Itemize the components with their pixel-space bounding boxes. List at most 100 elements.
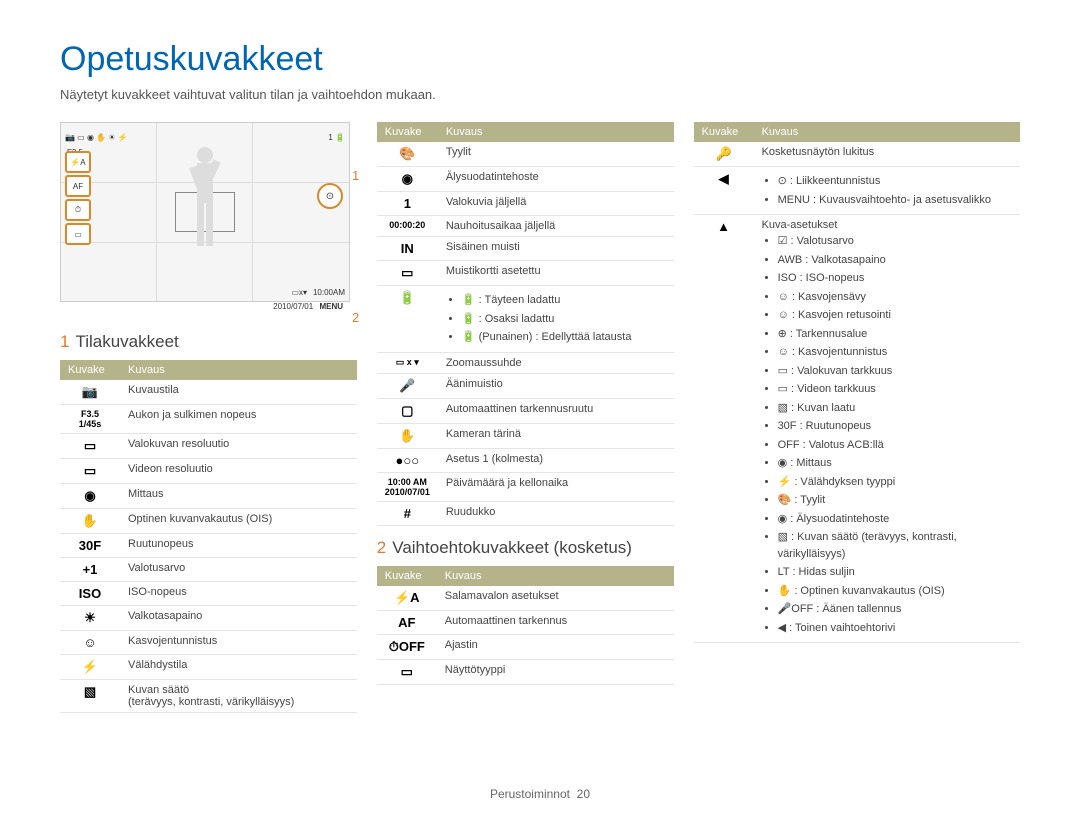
desc-cell: Tyylit [438,142,674,167]
desc-cell: Valkotasapaino [120,606,357,631]
list-item: ☑ : Valotusarvo [778,233,1012,250]
desc-cell: Mittaus [120,484,357,509]
icon-cell: 🔑 [694,142,754,167]
sublist: ☑ : Valotusarvo AWB : ValkotasapainoISO :… [762,233,1012,636]
icon-cell: # [377,501,438,525]
table-row: 🎤Äänimuistio [377,373,674,398]
table-row: ▭Videon resoluutio [60,459,357,484]
table-row: ▭Näyttötyyppi [377,659,674,684]
th-icon: Kuvake [377,566,437,586]
lcd-time: 10:00AM [313,288,345,297]
table-row: ☀Valkotasapaino [60,606,357,631]
th-icon: Kuvake [60,360,120,380]
lcd-timer-icon: ⏱ [65,199,91,221]
icon-cell: 🎨 [377,142,438,167]
list-item: ISO : ISO-nopeus [778,270,1012,287]
icon-cell: 🎤 [377,373,438,398]
list-item: 🎨 : Tyylit [778,492,1012,509]
table-row: 🔋🔋 : Täyteen ladattu🔋 : Osaksi ladattu🔋 … [377,286,674,353]
icon-cell: 📷 [60,380,120,405]
table-row: ●○○Asetus 1 (kolmesta) [377,448,674,472]
table-row: 🔑Kosketusnäytön lukitus [694,142,1020,167]
desc-cell: Videon resoluutio [120,459,357,484]
info-icons-table: Kuvake Kuvaus 🎨Tyylit◉Älysuodatintehoste… [377,122,674,526]
section2-title: 2Vaihtoehtokuvakkeet (kosketus) [377,538,674,558]
list-item: OFF : Valotus ACB:llä [778,437,1012,454]
option-icons-table: Kuvake Kuvaus ⚡ASalamavalon asetuksetAFA… [377,566,674,685]
icon-cell: ⏱OFF [377,634,437,659]
table-row: ◉Älysuodatintehoste [377,167,674,192]
icon-cell: ▧ [60,680,120,713]
icon-cell: F3.5 1/45s [60,405,120,434]
icon-cell: AF [377,610,437,634]
table-row: ◀⊙ : LiikkeentunnistusMENU : Kuvausvaiht… [694,167,1020,215]
list-item: ▭ : Videon tarkkuus [778,381,1012,398]
icon-cell: ◉ [377,167,438,192]
table-row: INSisäinen muisti [377,237,674,261]
lcd-disp-icon: ▭ [65,223,91,245]
table-row: 🎨Tyylit [377,142,674,167]
table-row: 30FRuutunopeus [60,534,357,558]
desc-cell: Salamavalon asetukset [437,586,674,611]
icon-cell: ☀ [60,606,120,631]
icon-cell: ◉ [60,484,120,509]
callout-2: 2 [352,310,359,325]
icon-cell: ▲ [694,215,754,643]
list-item: 🔋 : Täyteen ladattu [462,292,666,309]
person-silhouette [185,143,225,253]
desc-cell: Kuvaustila [120,380,357,405]
desc-cell: Valokuvan resoluutio [120,434,357,459]
table-row: ◉Mittaus [60,484,357,509]
list-item: AWB : Valkotasapaino [778,252,1012,269]
desc-cell: Välähdystila [120,655,357,680]
lcd-date: 2010/07/01 [273,302,313,311]
table-row: ▭Valokuvan resoluutio [60,434,357,459]
list-item: ⚡ : Välähdyksen tyyppi [778,474,1012,491]
list-item: ✋ : Optinen kuvanvakautus (OIS) [778,583,1012,600]
icon-cell: ▭ [377,659,437,684]
section1-title: 1Tilakuvakkeet [60,332,357,352]
table-row: #Ruudukko [377,501,674,525]
list-item: ◉ : Älysuodatintehoste [778,511,1012,528]
table-row: ▢Automaattinen tarkennusruutu [377,398,674,423]
list-item: ▧ : Kuvan säätö (terävyys, kontrasti, vä… [778,529,1012,562]
desc-cell: Optinen kuvanvakautus (OIS) [120,509,357,534]
icon-cell: ▭ [377,261,438,286]
list-item: ▧ : Kuvan laatu [778,400,1012,417]
desc-cell: Aukon ja sulkimen nopeus [120,405,357,434]
lcd-preview: 📷 ▭ ◉ ✋ ☀ ⚡ 1 🔋 F3.5 1/45s ⚡A AF ⏱ ▭ ⊙ [60,122,350,302]
table-row: 00:00:20Nauhoitusaikaa jäljellä [377,216,674,237]
icon-cell: ISO [60,582,120,606]
desc-cell: Älysuodatintehoste [438,167,674,192]
icon-cell: ⚡ [60,655,120,680]
desc-cell: 🔋 : Täyteen ladattu🔋 : Osaksi ladattu🔋 (… [438,286,674,353]
icon-cell: 30F [60,534,120,558]
desc-cell: Äänimuistio [438,373,674,398]
list-item: ☺ : Kasvojentunnistus [778,344,1012,361]
icon-cell: IN [377,237,438,261]
lcd-mode-icon: ⊙ [317,183,343,209]
desc-cell: Ajastin [437,634,674,659]
table-row: ▲Kuva-asetukset☑ : ValotusarvoAWB : Valk… [694,215,1020,643]
icon-cell: 🔋 [377,286,438,353]
table-row: ⚡ASalamavalon asetukset [377,586,674,611]
icon-cell: ⚡A [377,586,437,611]
list-item: ◀ : Toinen vaihtoehtorivi [778,620,1012,637]
icon-cell: ●○○ [377,448,438,472]
desc-cell: ISO-nopeus [120,582,357,606]
desc-cell: Nauhoitusaikaa jäljellä [438,216,674,237]
table-row: 1Valokuvia jäljellä [377,192,674,216]
th-desc: Kuvaus [437,566,674,586]
lcd-flash-icon: ⚡A [65,151,91,173]
icon-cell: ◀ [694,167,754,215]
list-item: ⊕ : Tarkennusalue [778,326,1012,343]
list-item: 🔋 (Punainen) : Edellyttää latausta [462,329,666,346]
lcd-af-icon: AF [65,175,91,197]
table-row: ⚡Välähdystila [60,655,357,680]
icon-cell: ▭ x ▾ [377,352,438,373]
desc-cell: Näyttötyyppi [437,659,674,684]
table-row: ✋Kameran tärinä [377,423,674,448]
table-row: ⏱OFFAjastin [377,634,674,659]
icon-cell: 1 [377,192,438,216]
desc-cell: Kuvan säätö (terävyys, kontrasti, väriky… [120,680,357,713]
